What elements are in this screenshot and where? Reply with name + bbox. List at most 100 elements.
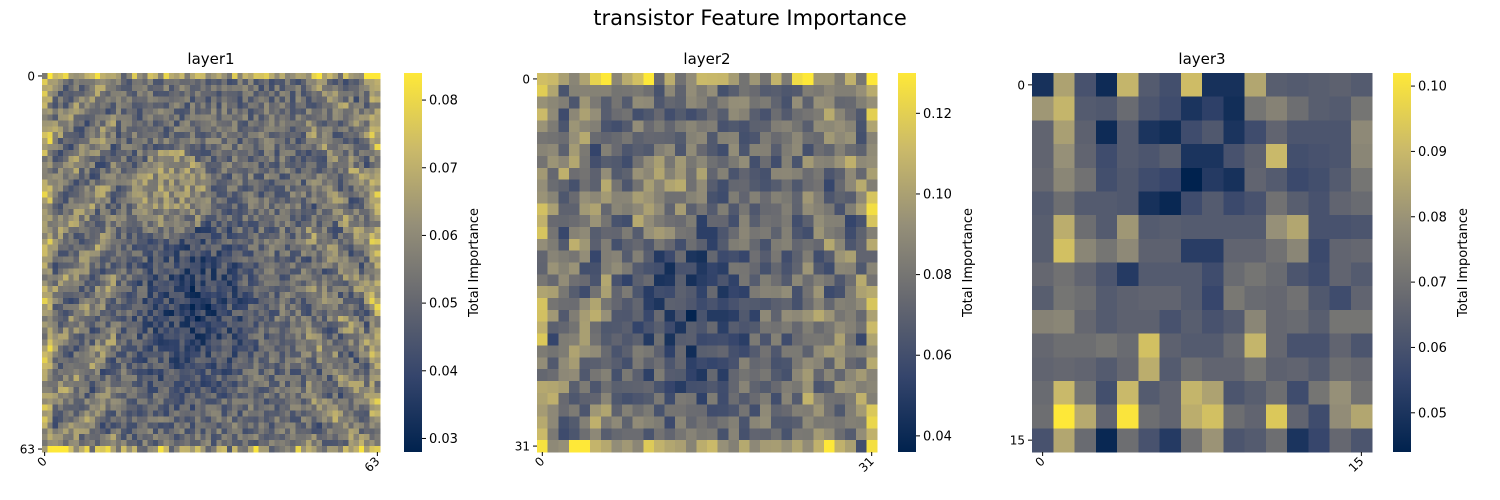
- heatmap-cell: [205, 250, 212, 257]
- heatmap-cell: [94, 446, 101, 453]
- heatmap-cell: [247, 114, 254, 121]
- heatmap-cell: [78, 238, 85, 246]
- heatmap-cell: [348, 333, 354, 340]
- heatmap-cell: [184, 286, 191, 293]
- heatmap-cell: [279, 215, 286, 222]
- heatmap-cell: [152, 155, 159, 163]
- heatmap-cell: [221, 363, 228, 370]
- heatmap-cell: [717, 132, 729, 145]
- heatmap-cell: [42, 404, 48, 411]
- heatmap-cell: [321, 309, 328, 317]
- heatmap-cell: [158, 84, 164, 92]
- heatmap-cell: [152, 440, 159, 447]
- heatmap-cell: [332, 321, 339, 328]
- heatmap-cell: [68, 232, 74, 240]
- heatmap-cell: [823, 215, 835, 228]
- heatmap-cell: [258, 185, 265, 192]
- heatmap-cell: [100, 173, 106, 180]
- heatmap-cell: [42, 428, 48, 435]
- heatmap-cell: [131, 209, 138, 216]
- heatmap-cell: [105, 321, 111, 328]
- heatmap-cell: [205, 345, 212, 352]
- heatmap-cell: [770, 357, 782, 370]
- heatmap-cell: [274, 90, 280, 97]
- heatmap-cell: [94, 303, 101, 311]
- heatmap-cell: [321, 298, 328, 305]
- heatmap-cell: [321, 90, 328, 97]
- heatmap-cell: [211, 309, 217, 317]
- heatmap-cell: [675, 84, 687, 97]
- heatmap-cell: [147, 440, 154, 447]
- heatmap-cell: [675, 369, 687, 382]
- heatmap-cell: [142, 286, 148, 293]
- heatmap-cell: [258, 416, 265, 423]
- heatmap-cell: [707, 345, 718, 358]
- heatmap-cell: [73, 416, 80, 423]
- heatmap-cell: [364, 398, 370, 405]
- heatmap-cell: [332, 73, 339, 80]
- heatmap-cell: [802, 155, 814, 169]
- heatmap-cell: [211, 416, 217, 423]
- heatmap-cell: [537, 380, 548, 394]
- heatmap-cell: [274, 238, 280, 246]
- heatmap-cell: [142, 298, 148, 305]
- heatmap-cell: [311, 108, 317, 115]
- heatmap-cell: [632, 345, 644, 358]
- heatmap-cell: [279, 327, 286, 334]
- heatmap-cell: [290, 440, 296, 447]
- heatmap-cell: [189, 446, 196, 453]
- heatmap-cell: [163, 138, 170, 145]
- heatmap-cell: [364, 428, 370, 435]
- heatmap-cell: [358, 149, 365, 157]
- heatmap-cell: [126, 440, 133, 447]
- heatmap-cell: [232, 416, 238, 423]
- heatmap-cell: [137, 428, 143, 435]
- heatmap-cell: [327, 173, 333, 180]
- heatmap-cell: [332, 221, 339, 228]
- heatmap-cell: [823, 274, 835, 287]
- heatmap-cell: [300, 73, 307, 80]
- heatmap-cell: [57, 321, 64, 328]
- heatmap-cell: [353, 144, 360, 151]
- heatmap-cell: [685, 333, 697, 346]
- heatmap-cell: [749, 179, 761, 192]
- heatmap-cell: [147, 286, 154, 293]
- heatmap-cell: [316, 363, 323, 370]
- heatmap-cell: [348, 262, 354, 269]
- heatmap-cell: [263, 446, 270, 453]
- heatmap-cell: [353, 102, 360, 109]
- heatmap-cell: [195, 286, 201, 293]
- heatmap-cell: [332, 363, 339, 370]
- heatmap-cell: [781, 369, 793, 382]
- heatmap-cell: [279, 286, 286, 293]
- heatmap-cell: [226, 132, 233, 139]
- heatmap-cell: [216, 138, 222, 145]
- heatmap-cell: [834, 73, 846, 86]
- heatmap-cell: [52, 404, 59, 411]
- heatmap-cell: [374, 203, 381, 210]
- heatmap-cell: [343, 357, 349, 364]
- heatmap-cell: [110, 303, 117, 311]
- heatmap-cell: [813, 167, 825, 180]
- heatmap-cell: [295, 440, 302, 447]
- heatmap-cell: [237, 333, 243, 340]
- heatmap-cell: [147, 102, 154, 109]
- heatmap-cell: [89, 404, 96, 411]
- heatmap-cell: [237, 114, 243, 121]
- heatmap-cell: [52, 161, 59, 169]
- heatmap-cell: [89, 363, 96, 370]
- heatmap-cell: [100, 351, 106, 358]
- heatmap-cell: [100, 161, 106, 169]
- heatmap-cell: [163, 363, 170, 370]
- heatmap-cell: [247, 369, 254, 376]
- heatmap-cell: [126, 250, 133, 257]
- heatmap-cell: [258, 404, 265, 411]
- heatmap-cell: [258, 410, 265, 417]
- heatmap-cell: [184, 155, 191, 163]
- heatmap-cell: [600, 333, 612, 346]
- heatmap-cell: [664, 132, 676, 145]
- heatmap-cell: [168, 339, 175, 346]
- heatmap-cell: [89, 351, 96, 358]
- heatmap-cell: [600, 286, 612, 299]
- heatmap-cell: [622, 203, 633, 216]
